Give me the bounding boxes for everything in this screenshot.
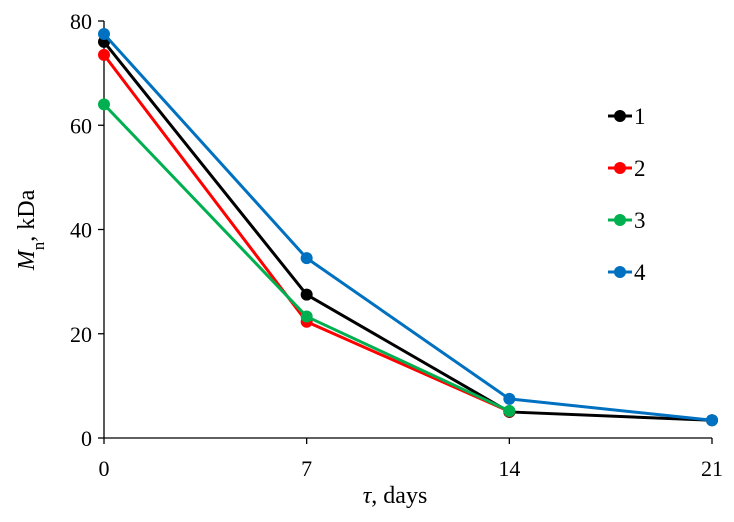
x-tick-label: 0 <box>99 456 110 481</box>
series-4-point <box>98 28 110 41</box>
x-tick-label: 14 <box>498 456 520 481</box>
x-tick-label: 21 <box>701 456 723 481</box>
legend-marker <box>614 162 626 174</box>
legend-marker <box>614 110 626 122</box>
series-group <box>98 28 718 427</box>
legend-item-3: 3 <box>608 208 646 233</box>
series-2-point <box>98 48 110 61</box>
legend-label: 3 <box>634 208 646 233</box>
x-tick-label: 7 <box>301 456 312 481</box>
legend-marker <box>614 214 626 226</box>
y-tick-label: 40 <box>70 218 92 243</box>
y-axis-subscript: n <box>29 241 48 250</box>
legend: 1 2 3 4 <box>608 104 646 285</box>
legend-marker <box>614 266 626 278</box>
y-axis-unit: , kDa <box>14 189 40 241</box>
series-4-line <box>102 33 713 422</box>
legend-item-4: 4 <box>608 260 646 285</box>
x-axis-unit: , days <box>371 483 427 509</box>
plot-area <box>103 21 712 439</box>
series-3-point <box>98 98 110 111</box>
legend-label: 1 <box>634 104 646 129</box>
series-4-point <box>503 392 516 405</box>
legend-item-1: 1 <box>608 104 646 129</box>
series-4-point <box>706 414 718 427</box>
x-ticks: 0 7 14 21 <box>99 438 723 481</box>
series-2 <box>98 48 516 418</box>
y-tick-label: 80 <box>70 9 92 34</box>
y-axis-title: Mn, kDa <box>14 189 48 271</box>
series-4-point <box>300 252 313 265</box>
legend-item-2: 2 <box>608 156 646 181</box>
x-axis-title: τ, days <box>363 483 428 509</box>
series-3 <box>98 98 516 417</box>
y-tick-label: 60 <box>70 113 92 138</box>
y-ticks: 0 20 40 60 80 <box>70 9 104 451</box>
series-1-point <box>300 288 313 301</box>
legend-label: 4 <box>634 260 646 285</box>
series-3-point <box>300 310 313 323</box>
series-1-line <box>102 40 713 422</box>
series-3-point <box>503 404 516 417</box>
legend-label: 2 <box>634 156 646 181</box>
y-tick-label: 0 <box>81 426 92 451</box>
x-axis-symbol: τ <box>363 483 373 509</box>
series-4 <box>98 28 718 427</box>
y-tick-label: 20 <box>70 322 92 347</box>
y-axis-symbol: M <box>14 248 40 271</box>
